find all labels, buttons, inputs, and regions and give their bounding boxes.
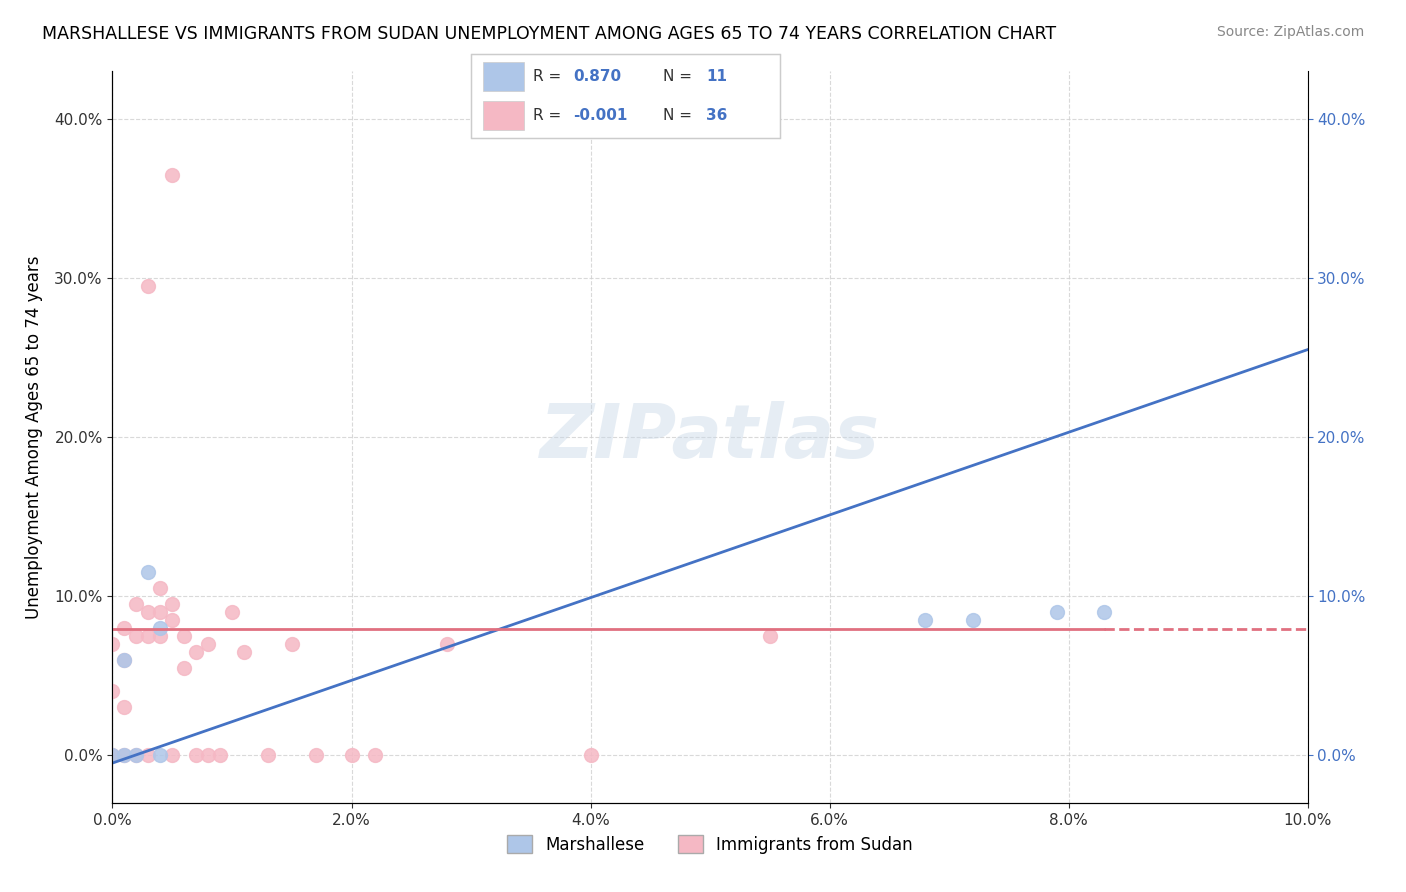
Point <box>579 748 602 763</box>
Text: -0.001: -0.001 <box>574 108 627 123</box>
Point <box>114 700 135 714</box>
Point <box>162 613 183 627</box>
Point <box>114 748 135 763</box>
Point <box>125 748 148 763</box>
Text: ZIPatlas: ZIPatlas <box>540 401 880 474</box>
Point <box>186 645 208 659</box>
Point <box>436 637 458 651</box>
Text: N =: N = <box>662 108 692 123</box>
Point <box>149 748 172 763</box>
Point <box>173 629 195 643</box>
Text: 11: 11 <box>706 69 727 84</box>
Point <box>162 168 183 182</box>
Text: 36: 36 <box>706 108 727 123</box>
FancyBboxPatch shape <box>484 62 523 91</box>
Point <box>281 637 304 651</box>
Point <box>257 748 280 763</box>
Point <box>1094 605 1116 619</box>
Text: N =: N = <box>662 69 692 84</box>
Point <box>125 629 148 643</box>
Point <box>186 748 208 763</box>
Point <box>149 605 172 619</box>
Point <box>162 597 183 611</box>
Text: R =: R = <box>533 69 561 84</box>
Point <box>114 748 135 763</box>
Point <box>114 653 135 667</box>
Point <box>197 748 219 763</box>
Point <box>101 637 124 651</box>
Point <box>209 748 232 763</box>
FancyBboxPatch shape <box>484 101 523 130</box>
Point <box>138 566 160 580</box>
Text: 0.870: 0.870 <box>574 69 621 84</box>
Point <box>305 748 328 763</box>
Point <box>101 684 124 698</box>
Point <box>138 279 160 293</box>
Point <box>173 660 195 674</box>
Text: Source: ZipAtlas.com: Source: ZipAtlas.com <box>1216 25 1364 39</box>
Point <box>162 748 183 763</box>
Point <box>149 621 172 635</box>
Point <box>340 748 363 763</box>
Point <box>125 748 148 763</box>
Y-axis label: Unemployment Among Ages 65 to 74 years: Unemployment Among Ages 65 to 74 years <box>25 255 44 619</box>
Point <box>914 613 936 627</box>
Point <box>138 605 160 619</box>
Point <box>101 748 124 763</box>
Point <box>138 748 160 763</box>
Point <box>138 629 160 643</box>
Point <box>233 645 256 659</box>
Legend: Marshallese, Immigrants from Sudan: Marshallese, Immigrants from Sudan <box>501 829 920 860</box>
Point <box>1046 605 1069 619</box>
Point <box>221 605 243 619</box>
Point <box>114 653 135 667</box>
Point <box>125 597 148 611</box>
Point <box>197 637 219 651</box>
Point <box>101 748 124 763</box>
Point <box>114 621 135 635</box>
Point <box>149 581 172 595</box>
Text: MARSHALLESE VS IMMIGRANTS FROM SUDAN UNEMPLOYMENT AMONG AGES 65 TO 74 YEARS CORR: MARSHALLESE VS IMMIGRANTS FROM SUDAN UNE… <box>42 25 1056 43</box>
Point <box>149 629 172 643</box>
Point <box>364 748 387 763</box>
Point <box>759 629 782 643</box>
Point <box>962 613 984 627</box>
Text: R =: R = <box>533 108 561 123</box>
